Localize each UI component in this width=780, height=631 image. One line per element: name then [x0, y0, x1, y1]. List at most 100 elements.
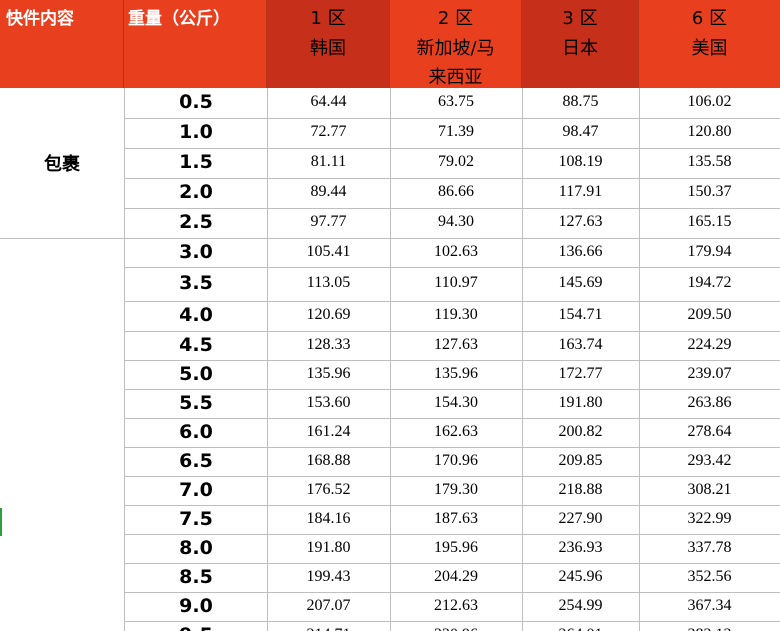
price-cell-zone-1[interactable]: 64.44 — [310, 93, 347, 110]
header-zone-1[interactable]: 1 区 韩国 — [267, 0, 390, 88]
header-zone-2[interactable]: 2 区 新加坡/马 来西亚 — [390, 0, 522, 88]
price-cell-zone-1[interactable]: 191.80 — [306, 539, 351, 556]
price-cell-zone-3[interactable]: 88.75 — [562, 93, 599, 110]
price-cell-zone-4[interactable]: 239.07 — [687, 365, 732, 382]
weight-cell[interactable]: 9.0 — [179, 595, 213, 617]
price-cell-zone-3[interactable]: 254.99 — [558, 597, 603, 614]
price-cell-zone-3[interactable]: 264.01 — [522, 626, 639, 631]
price-cell-zone-2[interactable]: 204.29 — [434, 568, 478, 585]
price-cell-zone-2[interactable]: 187.63 — [434, 510, 478, 527]
price-cell-zone-4[interactable]: 382.13 — [639, 626, 780, 631]
price-cell-zone-3[interactable]: 200.82 — [558, 423, 603, 440]
price-cell-zone-3[interactable]: 172.77 — [558, 365, 603, 382]
price-cell-zone-1[interactable]: 81.11 — [310, 153, 347, 170]
price-cell-zone-2[interactable]: 94.30 — [438, 213, 474, 230]
price-cell-zone-3[interactable]: 98.47 — [562, 123, 599, 140]
price-cell-zone-1[interactable]: 207.07 — [306, 597, 351, 614]
weight-cell[interactable]: 6.5 — [179, 450, 213, 472]
weight-cell[interactable]: 6.0 — [179, 421, 213, 443]
price-cell-zone-3[interactable]: 136.66 — [558, 243, 603, 260]
price-cell-zone-2[interactable]: 86.66 — [438, 183, 474, 200]
price-cell-zone-3[interactable]: 227.90 — [558, 510, 603, 527]
price-cell-zone-2[interactable]: 110.97 — [434, 274, 478, 291]
price-cell-zone-1[interactable]: 199.43 — [306, 568, 351, 585]
price-cell-zone-4[interactable]: 165.15 — [687, 213, 732, 230]
price-cell-zone-1[interactable]: 72.77 — [310, 123, 347, 140]
price-cell-zone-1[interactable]: 214.71 — [267, 626, 390, 631]
price-cell-zone-3[interactable]: 117.91 — [558, 183, 603, 200]
price-cell-zone-4[interactable]: 308.21 — [687, 481, 732, 498]
price-cell-zone-4[interactable]: 120.80 — [687, 123, 732, 140]
price-cell-zone-4[interactable]: 263.86 — [687, 394, 732, 411]
price-cell-zone-2[interactable]: 102.63 — [434, 243, 478, 260]
price-cell-zone-1[interactable]: 176.52 — [306, 481, 351, 498]
weight-cell[interactable]: 1.0 — [179, 121, 213, 143]
weight-cell[interactable]: 0.5 — [179, 91, 213, 113]
header-weight-cell[interactable]: 重量（公斤） — [124, 0, 267, 88]
weight-cell[interactable]: 2.0 — [179, 181, 213, 203]
price-cell-zone-2[interactable]: 63.75 — [438, 93, 474, 110]
price-cell-zone-4[interactable]: 224.29 — [687, 336, 732, 353]
price-cell-zone-4[interactable]: 337.78 — [687, 539, 732, 556]
price-cell-zone-1[interactable]: 113.05 — [306, 274, 351, 291]
price-cell-zone-4[interactable]: 194.72 — [687, 274, 732, 291]
weight-cell[interactable]: 4.0 — [179, 304, 213, 326]
price-cell-zone-4[interactable]: 367.34 — [687, 597, 732, 614]
weight-cell[interactable]: 1.5 — [179, 151, 213, 173]
price-cell-zone-3[interactable]: 236.93 — [558, 539, 603, 556]
price-cell-zone-2[interactable]: 71.39 — [438, 123, 474, 140]
price-cell-zone-3[interactable]: 145.69 — [558, 274, 603, 291]
price-cell-zone-1[interactable]: 128.33 — [306, 336, 351, 353]
price-cell-zone-3[interactable]: 209.85 — [558, 452, 603, 469]
price-cell-zone-3[interactable]: 245.96 — [558, 568, 603, 585]
weight-cell[interactable]: 5.5 — [179, 392, 213, 414]
price-cell-zone-1[interactable]: 120.69 — [306, 306, 351, 323]
price-cell-zone-2[interactable]: 179.30 — [434, 481, 478, 498]
price-cell-zone-2[interactable]: 212.63 — [434, 597, 478, 614]
weight-cell[interactable]: 7.0 — [179, 479, 213, 501]
header-zone-6[interactable]: 6 区 美国 — [639, 0, 780, 88]
price-cell-zone-1[interactable]: 161.24 — [306, 423, 351, 440]
price-cell-zone-2[interactable]: 127.63 — [434, 336, 478, 353]
price-cell-zone-2[interactable]: 162.63 — [434, 423, 478, 440]
price-cell-zone-1[interactable]: 168.88 — [306, 452, 351, 469]
weight-cell[interactable]: 2.5 — [179, 211, 213, 233]
weight-cell[interactable]: 3.0 — [179, 241, 213, 263]
price-cell-zone-4[interactable]: 352.56 — [687, 568, 732, 585]
price-cell-zone-1[interactable]: 97.77 — [310, 213, 347, 230]
price-cell-zone-3[interactable]: 108.19 — [558, 153, 603, 170]
price-cell-zone-3[interactable]: 163.74 — [558, 336, 603, 353]
weight-cell[interactable]: 4.5 — [179, 334, 213, 356]
price-cell-zone-2[interactable]: 135.96 — [434, 365, 478, 382]
price-cell-zone-4[interactable]: 293.42 — [687, 452, 732, 469]
price-cell-zone-4[interactable]: 278.64 — [687, 423, 732, 440]
price-cell-zone-3[interactable]: 127.63 — [558, 213, 603, 230]
price-cell-zone-2[interactable]: 195.96 — [434, 539, 478, 556]
price-cell-zone-3[interactable]: 191.80 — [558, 394, 603, 411]
category-package[interactable]: 包裹 — [44, 154, 80, 175]
price-cell-zone-4[interactable]: 150.37 — [687, 183, 732, 200]
price-cell-zone-4[interactable]: 106.02 — [687, 93, 732, 110]
price-cell-zone-2[interactable]: 170.96 — [434, 452, 478, 469]
price-cell-zone-2[interactable]: 79.02 — [438, 153, 474, 170]
price-cell-zone-3[interactable]: 218.88 — [558, 481, 603, 498]
weight-cell[interactable]: 7.5 — [179, 508, 213, 530]
price-cell-zone-1[interactable]: 89.44 — [310, 183, 347, 200]
header-content-cell[interactable]: 快件内容 — [0, 0, 124, 88]
header-zone-3[interactable]: 3 区 日本 — [522, 0, 639, 88]
weight-cell[interactable]: 8.0 — [179, 537, 213, 559]
price-cell-zone-1[interactable]: 184.16 — [306, 510, 351, 527]
price-cell-zone-2[interactable]: 154.30 — [434, 394, 478, 411]
price-cell-zone-4[interactable]: 135.58 — [687, 153, 732, 170]
price-cell-zone-3[interactable]: 154.71 — [558, 306, 603, 323]
weight-cell[interactable]: 5.0 — [179, 363, 213, 385]
weight-cell[interactable]: 3.5 — [179, 272, 213, 294]
price-cell-zone-4[interactable]: 209.50 — [687, 306, 732, 323]
price-cell-zone-4[interactable]: 322.99 — [687, 510, 732, 527]
price-cell-zone-4[interactable]: 179.94 — [687, 243, 732, 260]
weight-cell[interactable]: 8.5 — [179, 566, 213, 588]
price-cell-zone-1[interactable]: 135.96 — [306, 365, 351, 382]
price-cell-zone-1[interactable]: 105.41 — [306, 243, 351, 260]
price-cell-zone-2[interactable]: 220.96 — [390, 626, 522, 631]
price-cell-zone-2[interactable]: 119.30 — [434, 306, 478, 323]
